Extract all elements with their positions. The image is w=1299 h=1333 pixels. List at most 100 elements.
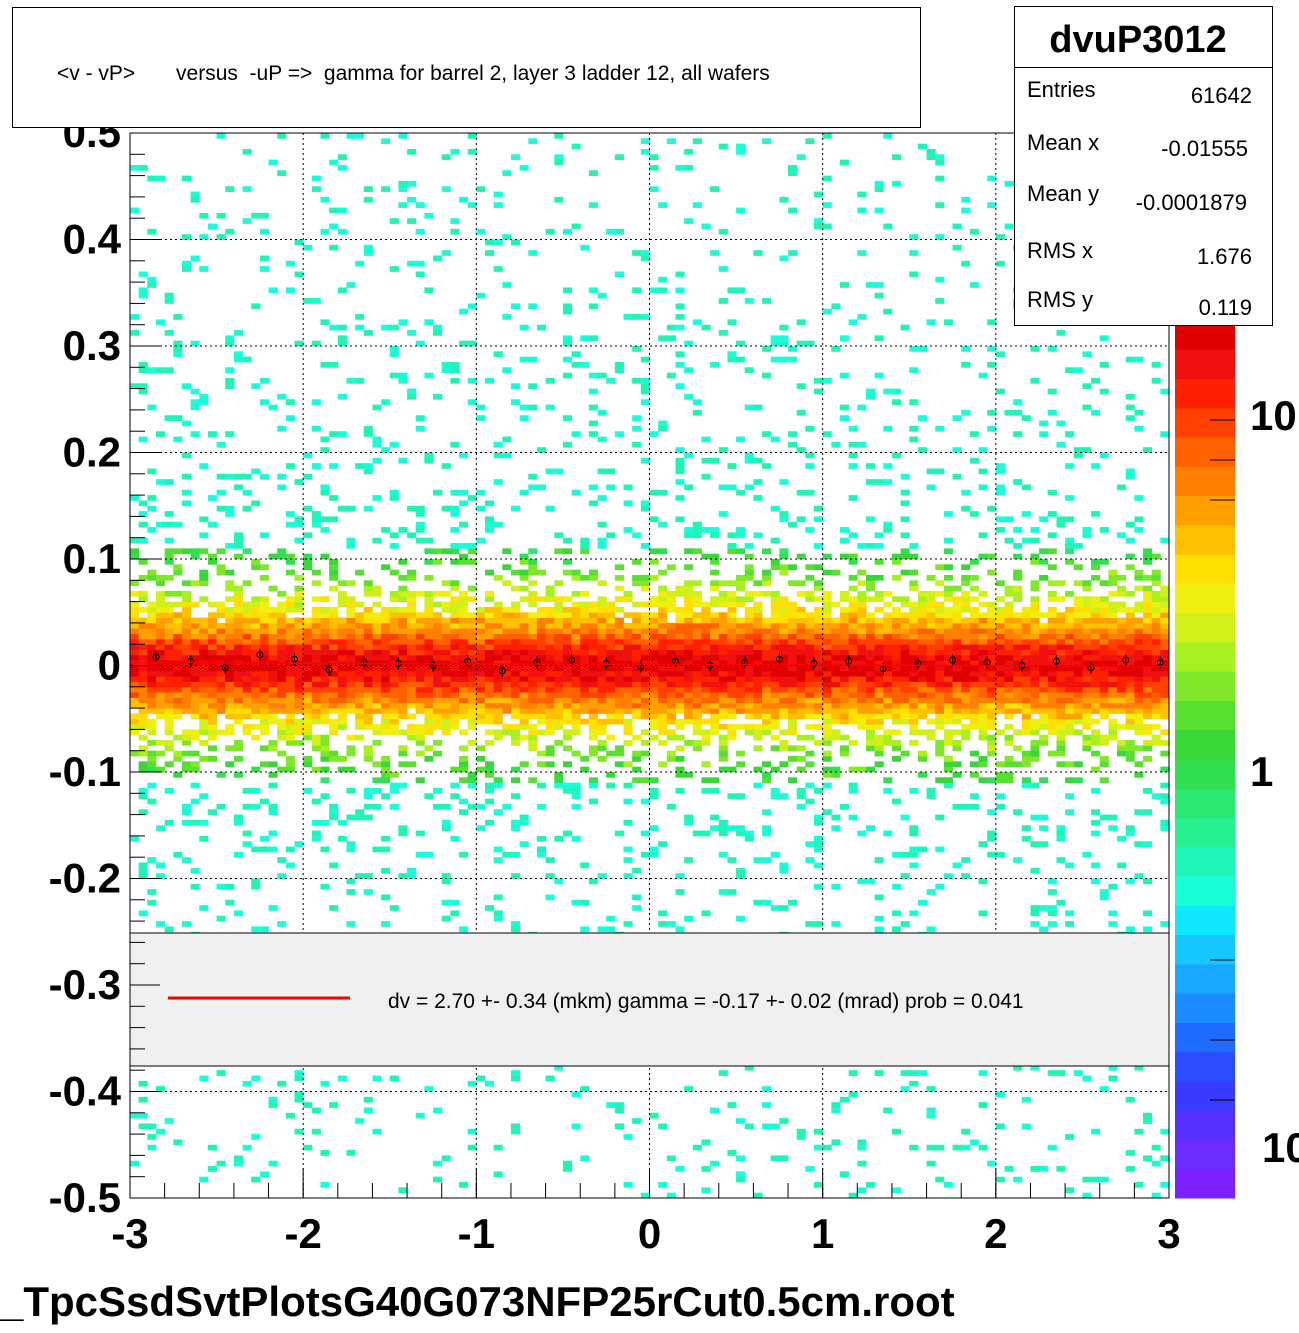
heatmap-cell bbox=[476, 756, 486, 762]
heatmap-cell bbox=[606, 681, 616, 688]
heatmap-cell bbox=[1151, 740, 1161, 746]
heatmap-cell bbox=[571, 899, 581, 906]
heatmap-cell bbox=[614, 708, 624, 714]
heatmap-cell bbox=[1065, 686, 1075, 693]
heatmap-cell bbox=[597, 622, 607, 629]
heatmap-cell bbox=[476, 681, 486, 688]
heatmap-cell bbox=[762, 617, 772, 624]
heatmap-cell bbox=[580, 654, 590, 661]
heatmap-cell bbox=[762, 718, 772, 725]
heatmap-cell bbox=[1099, 633, 1109, 640]
heatmap-cell bbox=[199, 835, 209, 842]
heatmap-cell bbox=[277, 766, 287, 773]
heatmap-cell bbox=[935, 644, 945, 650]
heatmap-cell bbox=[744, 830, 754, 837]
heatmap-cell bbox=[251, 702, 261, 709]
heatmap-cell bbox=[736, 436, 746, 443]
heatmap-cell bbox=[381, 702, 391, 709]
heatmap-cell bbox=[623, 857, 633, 863]
heatmap-cell bbox=[536, 686, 546, 693]
heatmap-cell bbox=[294, 574, 304, 581]
heatmap-cell bbox=[883, 590, 893, 597]
heatmap-cell bbox=[1030, 702, 1040, 709]
heatmap-cell bbox=[571, 750, 581, 757]
heatmap-cell bbox=[1082, 617, 1092, 624]
heatmap-cell bbox=[407, 388, 417, 395]
heatmap-cell bbox=[614, 750, 624, 757]
heatmap-cell bbox=[372, 612, 382, 618]
heatmap-cell bbox=[311, 718, 321, 725]
heatmap-cell bbox=[909, 830, 919, 837]
heatmap-cell bbox=[822, 713, 832, 720]
heatmap-cell bbox=[943, 617, 953, 624]
heatmap-cell bbox=[1108, 649, 1118, 656]
heatmap-cell bbox=[363, 697, 373, 704]
heatmap-cell bbox=[545, 617, 555, 624]
heatmap-cell bbox=[744, 692, 754, 698]
heatmap-cell bbox=[675, 665, 685, 672]
heatmap-cell bbox=[900, 750, 910, 757]
heatmap-cell bbox=[710, 612, 720, 618]
heatmap-cell bbox=[459, 596, 469, 602]
heatmap-cell bbox=[502, 686, 512, 693]
heatmap-cell bbox=[554, 740, 564, 746]
heatmap-cell bbox=[1091, 574, 1101, 581]
heatmap-cell bbox=[138, 638, 148, 645]
heatmap-cell bbox=[545, 713, 555, 720]
heatmap-cell bbox=[1073, 718, 1083, 725]
heatmap-cell bbox=[424, 686, 434, 693]
heatmap-cell bbox=[788, 601, 798, 608]
heatmap-cell bbox=[1082, 702, 1092, 709]
heatmap-cell bbox=[562, 654, 572, 661]
heatmap-cell bbox=[658, 590, 668, 597]
heatmap-cell bbox=[1125, 740, 1135, 746]
heatmap-cell bbox=[510, 649, 521, 656]
heatmap-cell bbox=[926, 665, 936, 672]
heatmap-cell bbox=[459, 617, 469, 624]
heatmap-cell bbox=[1125, 745, 1135, 752]
heatmap-cell bbox=[320, 617, 330, 624]
heatmap-cell bbox=[311, 617, 321, 624]
heatmap-cell bbox=[484, 676, 495, 682]
heatmap-cell bbox=[459, 500, 469, 507]
heatmap-cell bbox=[467, 495, 477, 501]
heatmap-cell bbox=[649, 644, 659, 650]
heatmap-cell bbox=[1013, 527, 1023, 533]
heatmap-cell bbox=[736, 702, 746, 709]
heatmap-cell bbox=[242, 612, 252, 618]
heatmap-cell bbox=[450, 724, 460, 730]
heatmap-cell bbox=[727, 665, 737, 672]
heatmap-cell bbox=[943, 782, 953, 789]
heatmap-cell bbox=[814, 862, 824, 869]
heatmap-cell bbox=[788, 670, 798, 677]
heatmap-cell bbox=[381, 708, 391, 714]
heatmap-cell bbox=[268, 718, 278, 725]
heatmap-cell bbox=[822, 708, 832, 714]
heatmap-cell bbox=[588, 724, 598, 730]
heatmap-cell bbox=[164, 1118, 174, 1124]
heatmap-cell bbox=[995, 638, 1005, 645]
heatmap-cell bbox=[744, 729, 754, 736]
heatmap-cell bbox=[684, 484, 694, 491]
heatmap-cell bbox=[623, 692, 633, 698]
heatmap-cell bbox=[562, 644, 572, 650]
heatmap-cell bbox=[1047, 596, 1057, 602]
heatmap-cell bbox=[822, 724, 832, 730]
heatmap-cell bbox=[510, 708, 521, 714]
heatmap-cell bbox=[173, 340, 183, 347]
heatmap-cell bbox=[762, 1123, 772, 1130]
heatmap-cell bbox=[1143, 590, 1153, 597]
heatmap-cell bbox=[909, 649, 919, 656]
heatmap-cell bbox=[822, 622, 832, 629]
heatmap-cell bbox=[1160, 1128, 1170, 1135]
heatmap-cell bbox=[372, 457, 382, 464]
heatmap-cell bbox=[320, 708, 330, 714]
heatmap-cell bbox=[285, 756, 295, 762]
heatmap-cell bbox=[969, 681, 979, 688]
heatmap-cell bbox=[381, 777, 391, 784]
heatmap-cell bbox=[710, 670, 720, 677]
heatmap-cell bbox=[831, 697, 841, 704]
heatmap-cell bbox=[978, 708, 988, 714]
heatmap-cell bbox=[346, 750, 356, 757]
heatmap-cell bbox=[718, 766, 728, 773]
